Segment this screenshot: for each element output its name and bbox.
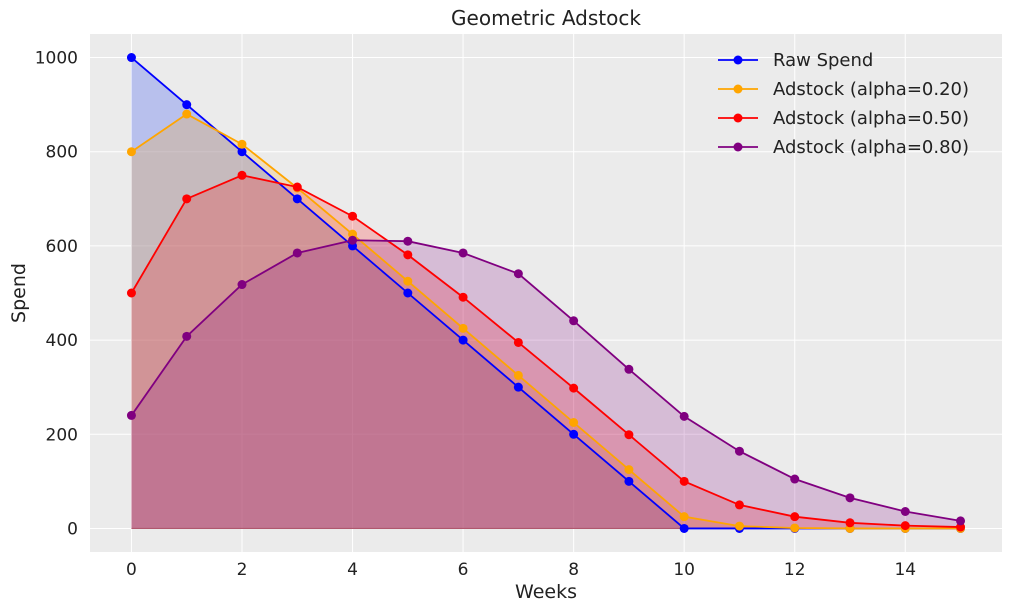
data-point-2-14: [900, 521, 910, 531]
y-tick-label: 200: [46, 425, 78, 445]
y-axis-ticks: 0 200 400 600 800 1000: [35, 49, 78, 540]
legend-marker-2: [733, 113, 743, 123]
data-point-1-7: [513, 370, 523, 380]
y-tick-label: 0: [67, 519, 78, 539]
data-point-3-14: [900, 507, 910, 517]
data-point-0-9: [624, 476, 634, 486]
series-fill-1: [131, 114, 961, 529]
y-tick-label: 800: [46, 143, 78, 163]
x-axis-ticks: 0 2 4 6 8 10 12 14: [126, 560, 916, 580]
data-point-0-7: [513, 382, 523, 392]
data-point-0-5: [403, 288, 413, 298]
data-point-2-7: [513, 337, 523, 347]
data-point-1-6: [458, 323, 468, 333]
x-tick-label: 2: [237, 560, 248, 580]
data-point-3-11: [734, 446, 744, 456]
data-point-3-13: [845, 493, 855, 503]
x-tick-label: 0: [126, 560, 137, 580]
data-point-1-0: [126, 147, 136, 157]
data-point-2-3: [292, 182, 302, 192]
series-fill-2: [131, 175, 961, 529]
y-tick-label: 600: [46, 237, 78, 257]
x-axis-label: Weeks: [515, 581, 577, 603]
series-line-2: [130, 174, 961, 528]
data-point-3-10: [679, 411, 689, 421]
series-fill-3: [131, 240, 961, 529]
chart-title: Geometric Adstock: [451, 6, 641, 30]
x-tick-label: 10: [673, 560, 695, 580]
data-point-1-2: [237, 139, 247, 149]
data-point-2-10: [679, 476, 689, 486]
data-point-0-3: [292, 194, 302, 204]
x-tick-label: 4: [347, 560, 358, 580]
data-point-3-7: [513, 269, 523, 279]
data-point-2-11: [734, 500, 744, 510]
x-tick-label: 14: [894, 560, 916, 580]
data-point-3-1: [182, 331, 192, 341]
data-point-2-8: [569, 383, 579, 393]
data-point-0-6: [458, 335, 468, 345]
data-point-3-0: [126, 410, 136, 420]
data-point-3-4: [348, 235, 358, 245]
x-tick-label: 6: [458, 560, 469, 580]
data-point-2-5: [403, 250, 413, 260]
data-point-1-12: [790, 523, 800, 533]
data-point-1-11: [734, 521, 744, 531]
legend-marker-3: [733, 142, 743, 152]
data-point-1-1: [182, 109, 192, 119]
data-point-2-9: [624, 430, 634, 440]
data-point-0-0: [126, 53, 136, 63]
data-point-3-12: [790, 474, 800, 484]
x-tick-label: 8: [568, 560, 579, 580]
legend-marker-0: [733, 55, 743, 65]
data-point-2-0: [126, 288, 136, 298]
data-point-3-2: [237, 280, 247, 290]
data-point-1-8: [569, 418, 579, 427]
data-point-3-8: [569, 316, 579, 326]
x-tick-label: 12: [784, 560, 806, 580]
data-point-0-10: [679, 523, 689, 533]
data-point-3-15: [956, 516, 966, 526]
data-point-3-6: [458, 248, 468, 258]
data-point-2-1: [182, 194, 192, 204]
series-lines: [126, 53, 966, 533]
legend: Raw Spend Adstock (alpha=0.20) Adstock (al…: [718, 50, 969, 158]
data-point-2-2: [237, 170, 247, 180]
data-point-3-5: [403, 236, 413, 246]
data-point-0-8: [569, 429, 579, 439]
legend-label-1: Adstock (alpha=0.20): [773, 79, 969, 100]
legend-label-0: Raw Spend: [773, 50, 873, 71]
legend-label-2: Adstock (alpha=0.50): [773, 108, 969, 129]
series-line-3: [130, 239, 961, 522]
data-point-3-9: [624, 364, 634, 374]
series-line-1: [130, 113, 961, 530]
legend-marker-1: [733, 84, 743, 94]
data-point-2-4: [348, 211, 358, 221]
data-point-2-13: [845, 518, 855, 528]
data-point-0-1: [182, 100, 192, 110]
data-point-1-9: [624, 465, 634, 475]
legend-label-3: Adstock (alpha=0.80): [773, 137, 969, 158]
data-point-0-2: [237, 147, 247, 157]
y-tick-label: 400: [46, 331, 78, 351]
data-point-3-3: [292, 248, 302, 258]
data-point-2-6: [458, 292, 468, 302]
data-point-1-10: [679, 512, 689, 522]
y-axis-label: Spend: [8, 263, 30, 323]
data-point-1-5: [403, 276, 413, 286]
series-fill-0: [131, 57, 961, 529]
y-tick-label: 1000: [35, 49, 78, 69]
data-point-2-12: [790, 512, 800, 522]
